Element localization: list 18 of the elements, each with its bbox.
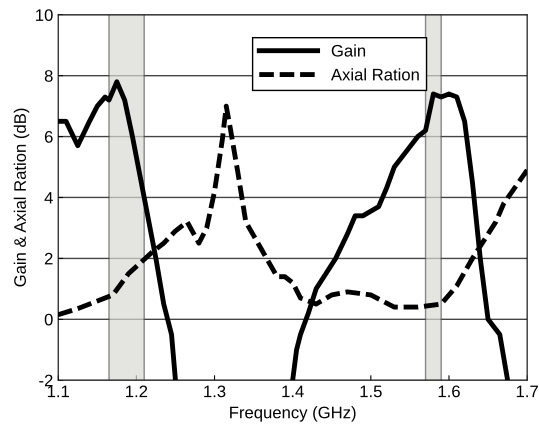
y-tick-label: 0 xyxy=(44,314,53,326)
y-tick-label: 6 xyxy=(44,130,53,143)
y-axis-title: Gain & Axial Ration (dB) xyxy=(14,108,30,287)
x-tick-label: 1.1 xyxy=(48,386,69,398)
x-tick-label: 1.4 xyxy=(282,386,304,398)
x-tick-label: 1.3 xyxy=(204,385,226,398)
x-tick-label: 1.5 xyxy=(360,386,382,398)
legend-label: Axial Ration xyxy=(330,68,419,81)
x-tick-label: 1.7 xyxy=(516,386,538,398)
y-tick-label: 2 xyxy=(44,252,53,264)
y-tick-label: 10 xyxy=(36,9,53,21)
x-tick-label: 1.2 xyxy=(126,385,148,398)
y-tick-label: 8 xyxy=(44,70,53,82)
y-tick-label: -2 xyxy=(39,374,53,386)
y-tick-label: 4 xyxy=(44,192,53,204)
x-tick-label: 1.6 xyxy=(438,385,460,398)
legend-label: Gain xyxy=(332,44,366,57)
x-axis-title: Frequency (GHz) xyxy=(230,406,356,422)
